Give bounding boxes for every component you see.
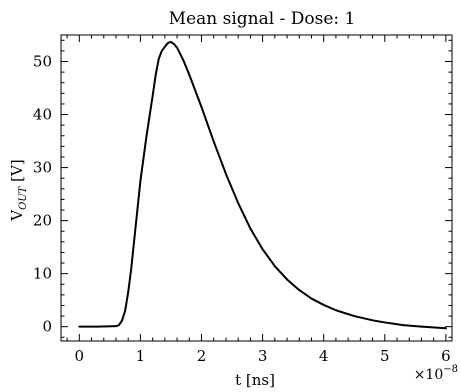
x-multiplier-exponent: −8 (443, 364, 458, 375)
y-tick-label: 10 (33, 265, 52, 283)
x-tick-label: 1 (136, 347, 146, 365)
series-line (78, 40, 447, 330)
chart-title: Mean signal - Dose: 1 (169, 9, 356, 29)
y-tick-label: 0 (42, 318, 52, 336)
y-tick-label: 20 (33, 212, 52, 230)
x-tick-label: 5 (380, 347, 390, 365)
plot-area: 0 1 2 3 4 5 6 0 10 20 30 40 50 (33, 34, 453, 365)
x-tick-label: 4 (319, 347, 329, 365)
y-tick-label: 50 (33, 53, 52, 71)
x-tick-label: 3 (258, 347, 268, 365)
x-multiplier-base: ×10 (414, 367, 444, 383)
y-axis-label-subscript: OUT (18, 185, 29, 210)
y-tick-label: 30 (33, 159, 52, 177)
plot-frame (60, 34, 453, 342)
y-axis-label-unit: [V] (8, 159, 26, 186)
x-axis-label: t [ns] (235, 371, 275, 389)
y-tick-label: 40 (33, 106, 52, 124)
x-tick-label: 6 (441, 347, 451, 365)
x-tick-label: 2 (197, 347, 207, 365)
x-axis-multiplier: ×10−8 (414, 364, 458, 383)
y-axis-label-main: V (8, 209, 26, 222)
x-tick-label: 0 (75, 347, 85, 365)
y-axis-label: VOUT [V] (8, 159, 29, 221)
